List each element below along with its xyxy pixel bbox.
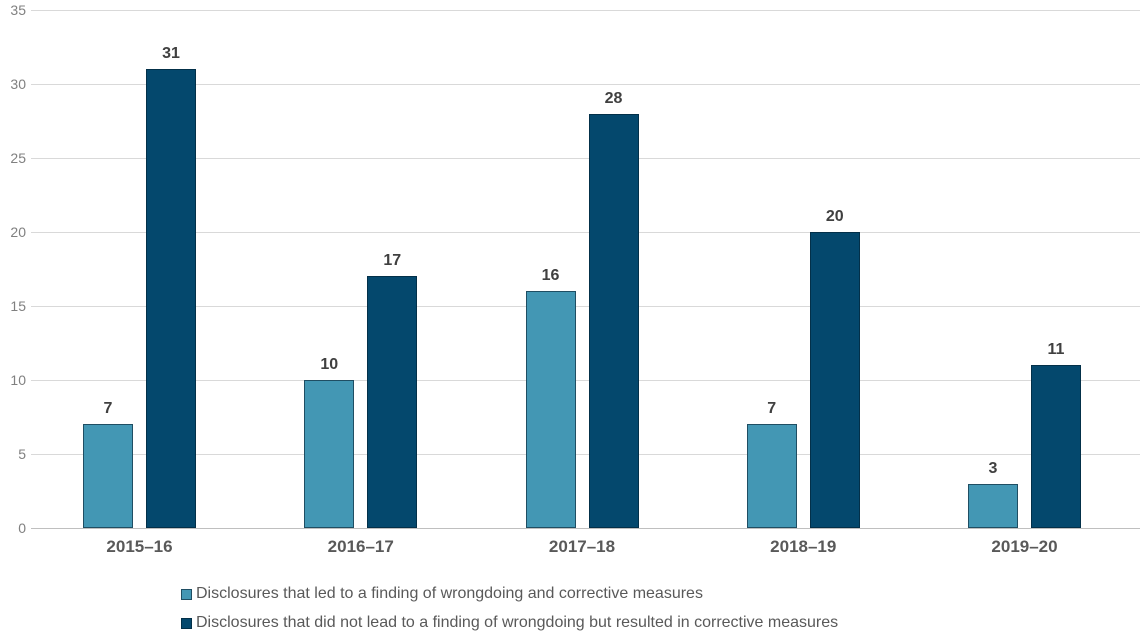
y-axis-tick-label: 35 bbox=[10, 2, 26, 18]
bar-value-label: 10 bbox=[320, 356, 339, 373]
x-axis-category-label: 2017–18 bbox=[548, 537, 616, 556]
bar-value-label: 11 bbox=[1047, 341, 1065, 359]
bar bbox=[146, 69, 196, 528]
bar-value-label: 3 bbox=[988, 459, 998, 477]
gridline bbox=[31, 306, 1140, 307]
y-axis-tick-label: 0 bbox=[18, 520, 26, 536]
gridline bbox=[31, 158, 1140, 159]
x-axis-category-label: 2015–16 bbox=[106, 537, 173, 556]
y-axis-tick-label: 20 bbox=[10, 224, 26, 240]
bar-value-label: 17 bbox=[383, 252, 402, 270]
bar bbox=[588, 113, 639, 528]
bar bbox=[809, 232, 860, 528]
legend-item: Disclosures that led to a finding of wro… bbox=[181, 582, 838, 606]
y-axis-tick-label: 30 bbox=[10, 76, 26, 92]
bar-value-label: 20 bbox=[825, 208, 844, 225]
gridline bbox=[31, 380, 1140, 381]
legend-marker bbox=[181, 588, 192, 600]
x-axis-category-label: 2016–17 bbox=[327, 537, 394, 556]
x-axis-category-label: 2019–20 bbox=[991, 537, 1058, 556]
y-axis-tick-label: 15 bbox=[10, 298, 26, 314]
bar-value-label: 7 bbox=[103, 400, 113, 418]
gridline bbox=[31, 10, 1140, 11]
bar bbox=[968, 483, 1018, 528]
bar-value-label: 28 bbox=[604, 89, 623, 107]
bar bbox=[367, 276, 418, 528]
bar-value-label: 7 bbox=[767, 400, 777, 418]
y-axis-tick-label: 5 bbox=[18, 446, 26, 462]
bar bbox=[83, 424, 133, 528]
gridline bbox=[31, 84, 1140, 85]
legend-marker bbox=[181, 617, 192, 629]
bar bbox=[746, 424, 797, 528]
gridline bbox=[31, 232, 1140, 233]
y-axis-tick-label: 10 bbox=[10, 372, 26, 388]
y-axis-tick-label: 25 bbox=[10, 150, 26, 166]
bar-value-label: 16 bbox=[541, 267, 560, 285]
x-axis-line bbox=[31, 528, 1140, 529]
bar bbox=[525, 291, 576, 528]
bar-value-label: 31 bbox=[162, 45, 180, 63]
bar bbox=[1031, 365, 1081, 528]
legend-label: Disclosures that led to a finding of wro… bbox=[196, 585, 703, 602]
bar bbox=[304, 380, 355, 528]
legend: Disclosures that led to a finding of wro… bbox=[181, 582, 838, 640]
legend-item: Disclosures that did not lead to a findi… bbox=[181, 611, 838, 635]
legend-label: Disclosures that did not lead to a findi… bbox=[196, 614, 839, 631]
x-axis-category-label: 2018–19 bbox=[770, 537, 837, 556]
gridline bbox=[31, 454, 1140, 455]
